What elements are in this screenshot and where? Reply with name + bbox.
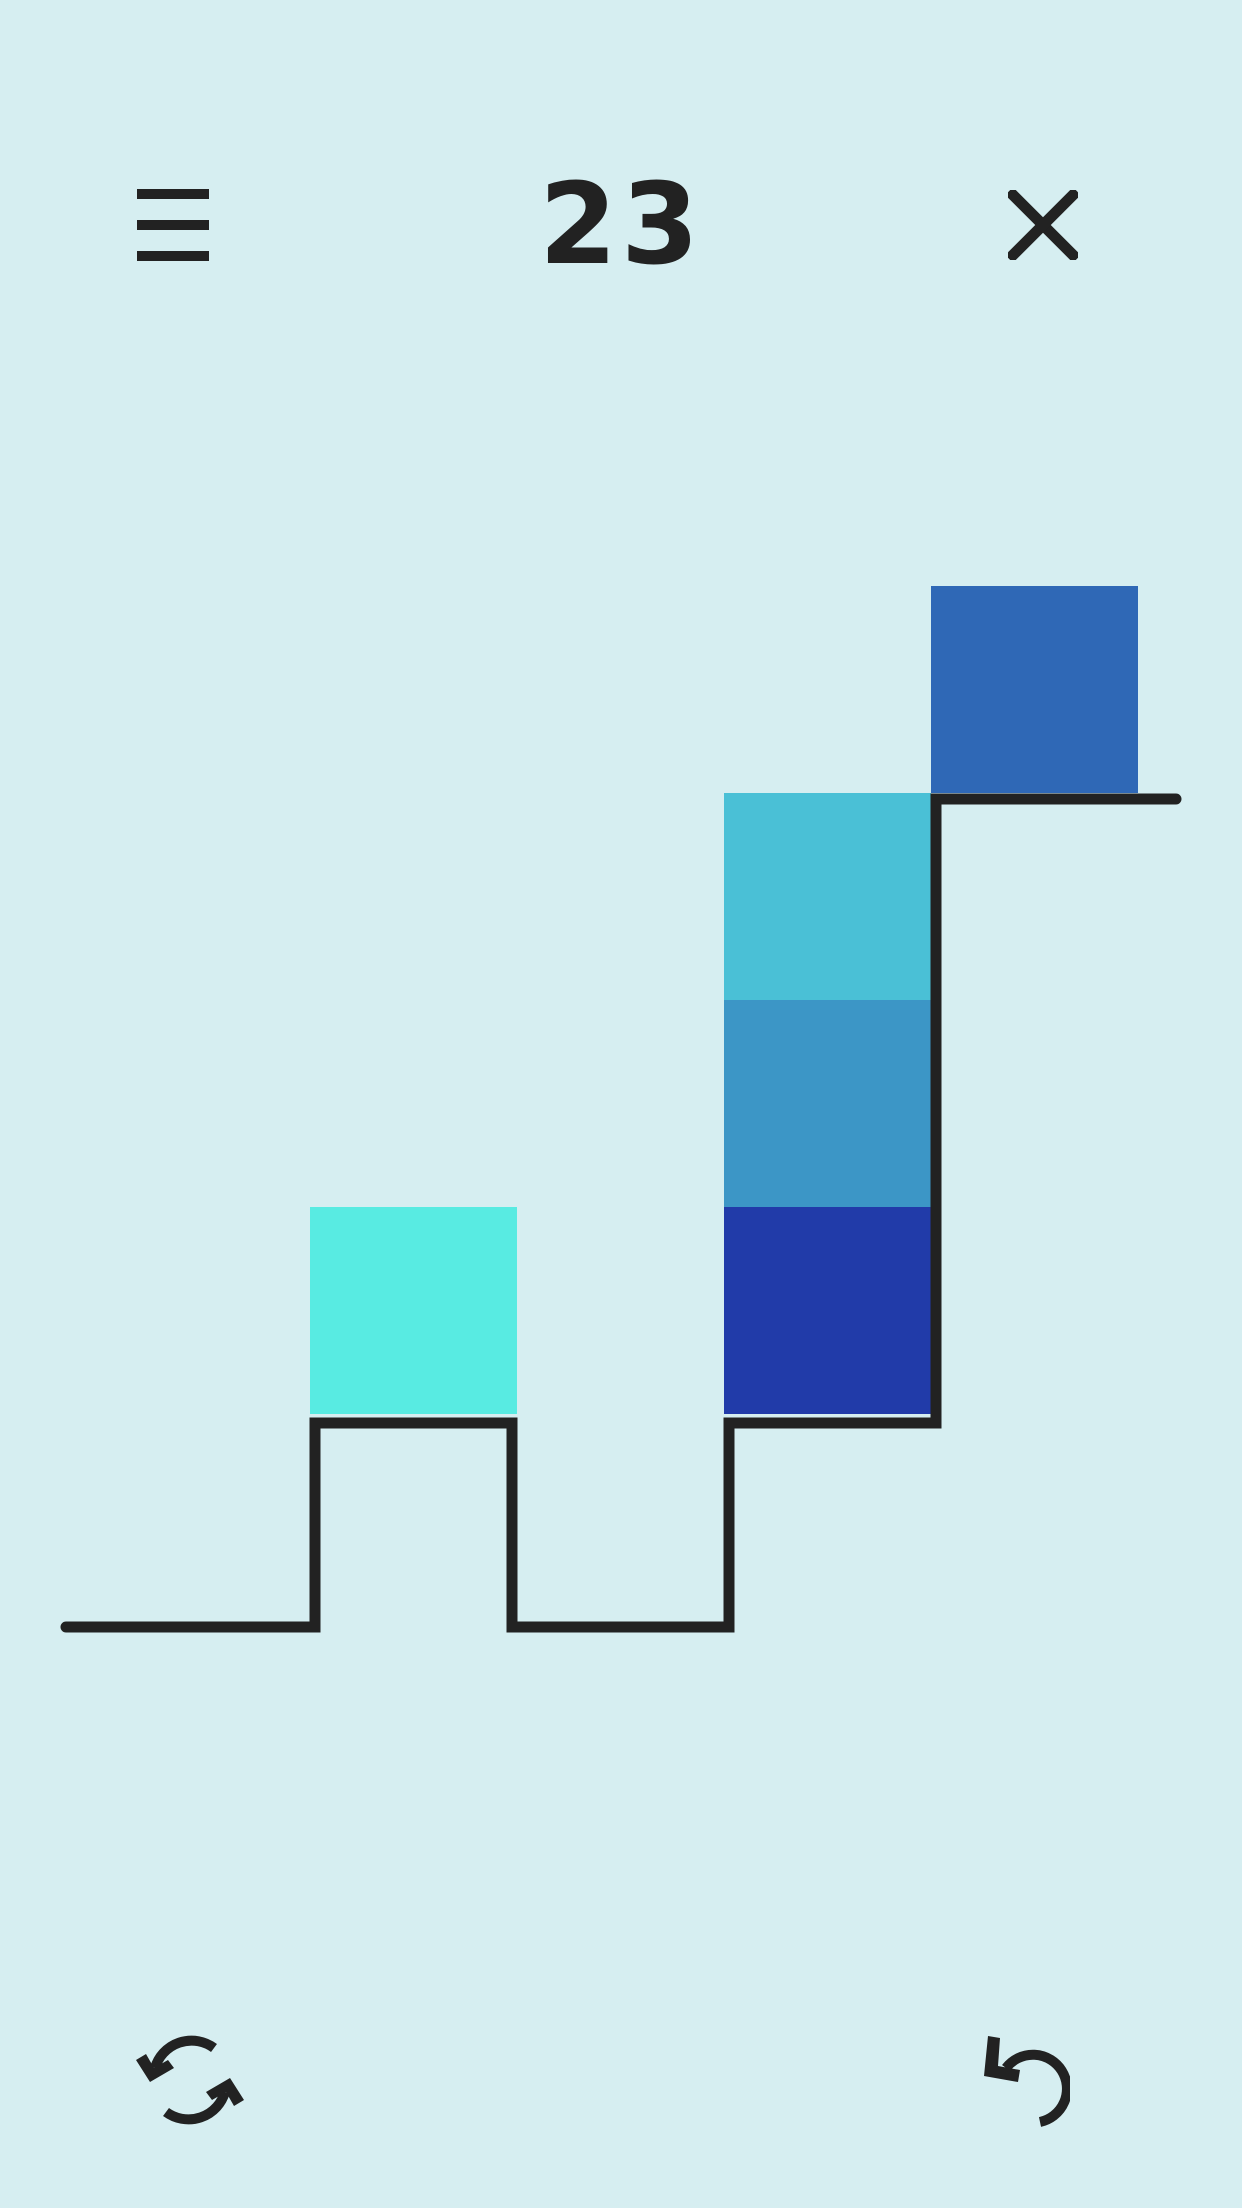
menu-button[interactable] — [118, 170, 228, 280]
bottom-bar — [0, 2000, 1242, 2160]
undo-button[interactable] — [960, 2020, 1080, 2140]
turquoise-block[interactable] — [310, 1207, 517, 1414]
steel-block[interactable] — [724, 1000, 931, 1207]
navy-block[interactable] — [724, 1207, 931, 1414]
undo-icon — [984, 2036, 1070, 2127]
close-icon — [1008, 190, 1078, 260]
top-bar: 23 — [0, 130, 1242, 310]
terrain-outline — [60, 793, 1182, 1633]
sky-block[interactable] — [724, 793, 931, 1000]
level-number: 23 — [539, 160, 703, 290]
close-button[interactable] — [988, 170, 1098, 280]
restart-icon — [136, 2035, 244, 2125]
hamburger-menu-icon — [137, 189, 209, 261]
restart-button[interactable] — [120, 2020, 260, 2140]
royal-block[interactable] — [931, 586, 1138, 793]
